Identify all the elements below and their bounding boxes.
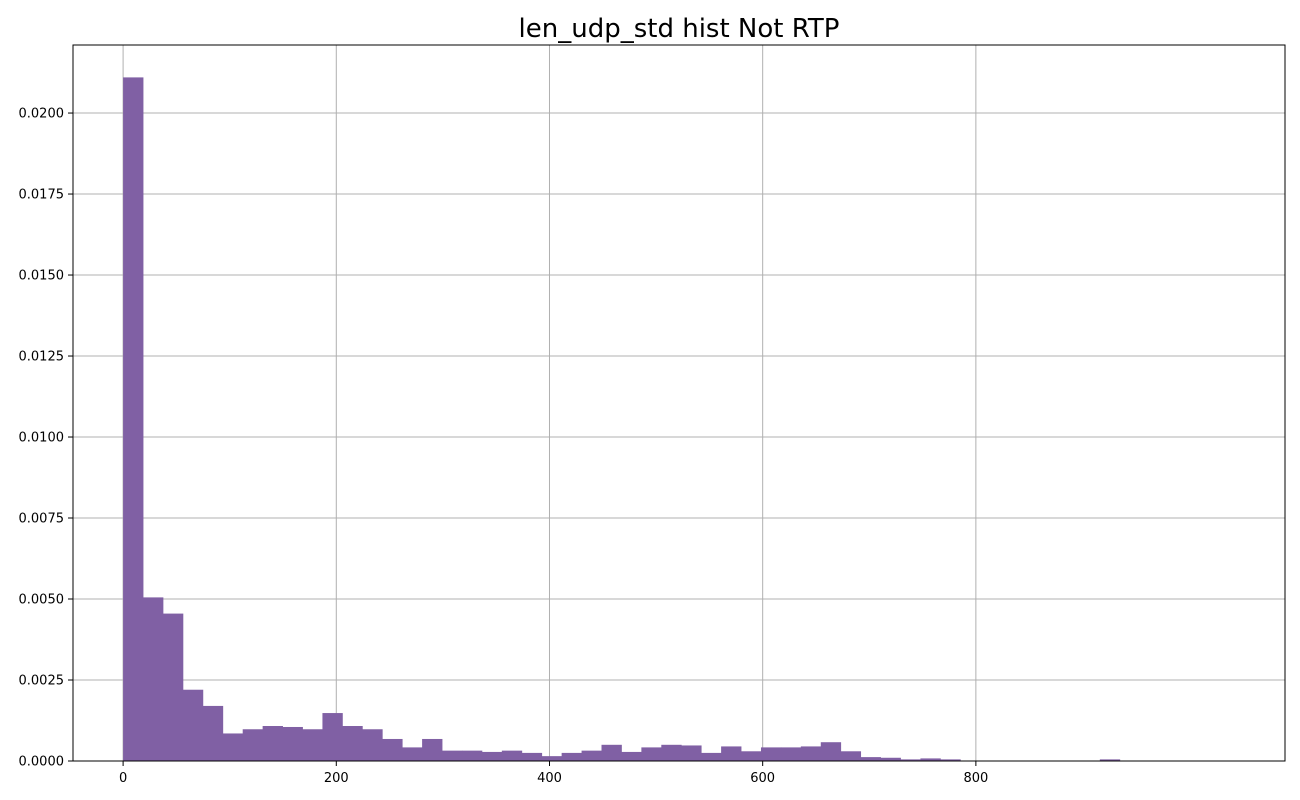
histogram-bar: [641, 747, 662, 761]
histogram-bar: [601, 744, 622, 761]
histogram-bar: [721, 746, 742, 761]
histogram-bar: [681, 745, 702, 761]
histogram-bar: [382, 738, 403, 761]
histogram-bar: [402, 747, 423, 761]
chart-title: len_udp_std hist Not RTP: [519, 14, 840, 44]
histogram-bar: [920, 758, 941, 761]
y-tick-label: 0.0200: [19, 107, 65, 122]
histogram-bar: [302, 729, 323, 761]
histogram-bar: [780, 747, 802, 761]
histogram-bar: [820, 742, 842, 761]
x-tick-label: 200: [324, 771, 349, 786]
histogram-bar: [461, 750, 483, 761]
histogram-bar: [521, 752, 543, 761]
histogram-bar: [322, 713, 343, 761]
y-tick-label: 0.0150: [19, 269, 65, 284]
histogram-bar: [242, 729, 264, 761]
histogram-bar: [262, 726, 283, 761]
histogram-bar: [422, 738, 443, 761]
histogram-bar: [202, 705, 224, 761]
histogram-bar: [123, 77, 144, 761]
histogram-bar: [222, 733, 244, 761]
y-tick-label: 0.0075: [19, 512, 65, 527]
histogram-bar: [501, 750, 523, 761]
x-tick-label: 400: [537, 771, 562, 786]
histogram-bar: [701, 752, 722, 761]
histogram-bar: [342, 726, 363, 761]
y-tick-label: 0.0050: [19, 593, 65, 608]
histogram-bar: [1099, 759, 1121, 761]
histogram-bar: [741, 751, 762, 761]
histogram-bar: [541, 756, 563, 761]
histogram-bars: [123, 77, 1121, 761]
x-tick-label: 600: [750, 771, 775, 786]
histogram-bar: [561, 752, 582, 761]
histogram-bar: [182, 689, 204, 761]
histogram-bar: [621, 751, 642, 761]
histogram-bar: [442, 750, 463, 761]
histogram-bar: [481, 751, 503, 761]
y-tick-label: 0.0175: [19, 188, 65, 203]
histogram-bar: [880, 757, 901, 761]
y-tick-label: 0.0100: [19, 431, 65, 446]
histogram-bar: [143, 597, 164, 761]
y-tick-label: 0.0125: [19, 350, 65, 365]
x-tick-label: 0: [119, 771, 127, 786]
histogram-bar: [581, 750, 602, 761]
histogram-bar: [162, 613, 184, 761]
histogram-bar: [800, 746, 822, 761]
x-tick-label: 800: [963, 771, 988, 786]
histogram-bar: [362, 729, 383, 761]
y-tick-label: 0.0000: [19, 755, 65, 770]
histogram-bar: [940, 759, 961, 761]
histogram-bar: [282, 726, 303, 761]
grid-lines: [73, 45, 1285, 762]
histogram-bar: [840, 751, 862, 761]
plot-frame: [72, 44, 1286, 762]
histogram-bar: [860, 757, 881, 761]
histogram-bar: [760, 747, 782, 761]
x-axis-ticks: 0 200 400 600 800: [119, 761, 988, 786]
y-axis-ticks: 0.0000 0.0025 0.0050 0.0075 0.0100 0.0125 0.01…: [19, 107, 73, 770]
y-tick-label: 0.0025: [19, 674, 65, 689]
histogram-bar: [661, 744, 682, 761]
histogram-bar: [900, 759, 921, 761]
